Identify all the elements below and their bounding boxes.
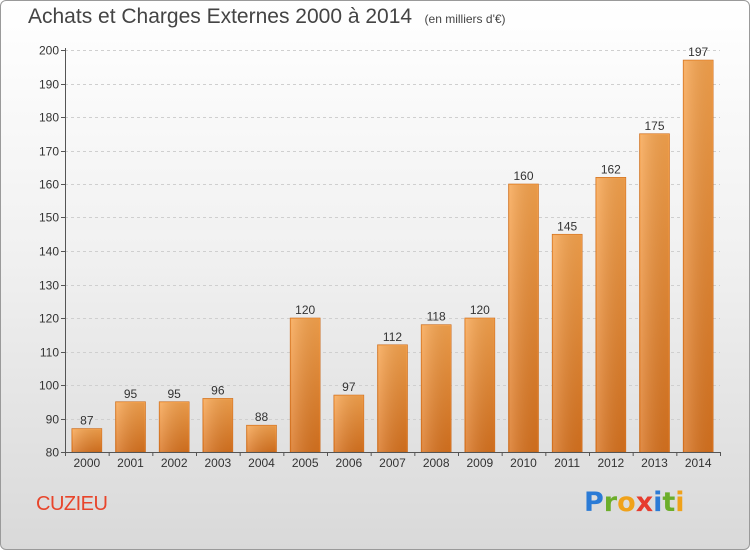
data-label: 112 [383, 330, 402, 344]
bar-highlight [553, 235, 582, 452]
place-label: CUZIEU [36, 493, 108, 515]
bar-highlight [203, 399, 232, 452]
y-tick-label: 170 [39, 145, 59, 159]
bar-highlight [291, 319, 320, 452]
data-label: 88 [255, 410, 269, 424]
bar-highlight [596, 178, 625, 453]
bar-highlight [72, 429, 101, 452]
data-label: 145 [557, 219, 577, 233]
bar-highlight [640, 134, 669, 452]
data-label: 120 [470, 303, 490, 317]
y-tick-label: 150 [39, 211, 59, 225]
data-label: 95 [124, 387, 138, 401]
x-tick-label: 2013 [641, 456, 668, 470]
chart-title: Achats et Charges Externes 2000 à 2014 (… [28, 5, 506, 29]
x-tick-label: 2010 [510, 456, 537, 470]
x-tick-label: 2011 [554, 456, 580, 470]
data-labels: 87 95 95 96 88 120 97 112 118 120 160 145 162 175 197 [80, 45, 708, 428]
x-tick-label: 2001 [117, 456, 144, 470]
y-tick-label: 180 [39, 111, 59, 125]
bar-highlight [378, 345, 407, 452]
bar-highlight [684, 61, 713, 453]
logo-letter: x [635, 487, 654, 518]
logo-letter: i [675, 487, 685, 518]
y-tick-label: 200 [39, 44, 59, 58]
proxiti-logo: Proxiti [584, 487, 685, 518]
x-tick-label: 2002 [161, 456, 188, 470]
logo-letter: r [603, 487, 618, 518]
x-tick-label: 2007 [379, 456, 406, 470]
x-tick-label: 2003 [204, 456, 231, 470]
bar-highlight [334, 396, 363, 452]
y-tick-label: 90 [46, 413, 60, 427]
bar-highlight [247, 426, 276, 452]
chart-title-main: Achats et Charges Externes 2000 à 2014 [28, 5, 413, 28]
logo-letter: t [662, 487, 676, 518]
y-tick-label: 100 [39, 379, 59, 393]
chart-title-unit: (en milliers d'€) [424, 12, 506, 26]
axes: 80 90 100 110 120 130 140 150 160 170 180 190 200 200… [39, 44, 721, 470]
x-tick-label: 2014 [685, 456, 712, 470]
y-tick-label: 140 [39, 245, 59, 259]
data-label: 160 [513, 169, 533, 183]
x-tick-label: 2004 [248, 456, 275, 470]
x-tick-label: 2012 [597, 456, 624, 470]
x-tick-label: 2009 [466, 456, 493, 470]
bar-highlight [160, 402, 189, 452]
y-tick-label: 110 [40, 346, 59, 360]
x-tick-label: 2006 [335, 456, 362, 470]
bar-highlight [465, 319, 494, 452]
data-label: 118 [427, 310, 446, 324]
data-label: 162 [601, 162, 621, 176]
y-tick-label: 130 [39, 279, 59, 293]
bar-highlight [116, 402, 145, 452]
x-tick-label: 2005 [292, 456, 319, 470]
y-tick-label: 190 [39, 78, 59, 92]
bar-highlight [422, 325, 451, 452]
data-label: 87 [80, 414, 94, 428]
y-tick-label: 120 [39, 312, 59, 326]
logo-letter: P [584, 487, 604, 518]
logo-letter: i [653, 487, 663, 518]
data-label: 96 [211, 383, 225, 397]
data-label: 175 [644, 119, 664, 133]
y-tick-label: 80 [46, 446, 60, 460]
data-label: 197 [688, 45, 708, 59]
x-tick-label: 2000 [73, 456, 100, 470]
bars [71, 59, 714, 453]
x-tick-label: 2008 [423, 456, 450, 470]
data-label: 120 [295, 303, 315, 317]
data-label: 95 [167, 387, 181, 401]
bar-highlight [509, 185, 538, 452]
logo-letter: o [617, 487, 636, 518]
y-tick-label: 160 [39, 178, 59, 192]
data-label: 97 [342, 380, 356, 394]
